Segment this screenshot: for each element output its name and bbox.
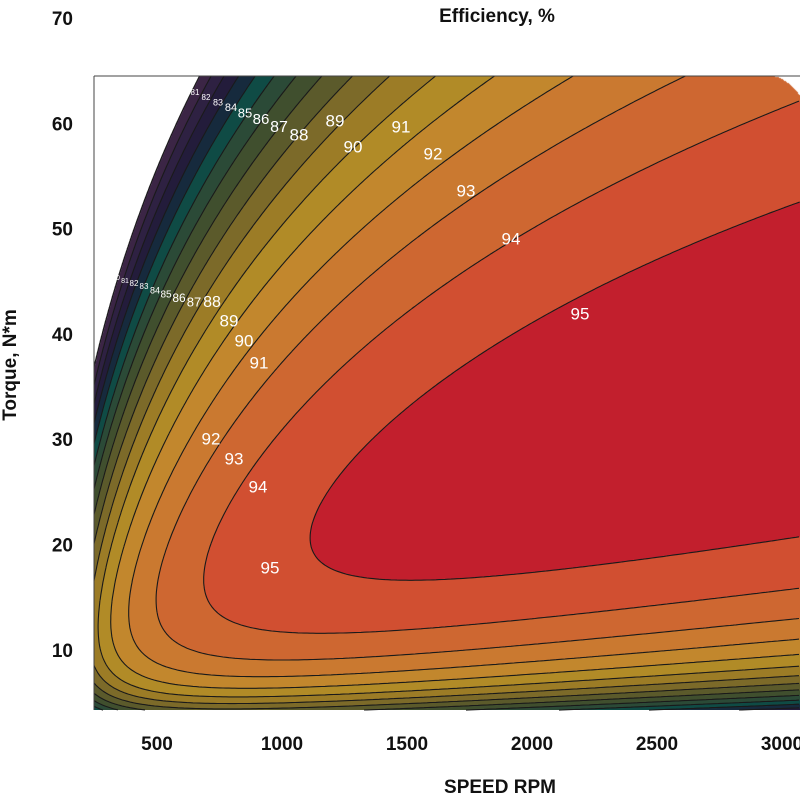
y-tick-label: 70 — [52, 9, 73, 30]
y-tick-label: 60 — [52, 114, 73, 135]
contour-label: 83 — [140, 282, 149, 291]
contour-label: 81 — [121, 278, 129, 285]
y-axis-ticks: 10 20 30 40 50 60 70 — [52, 9, 73, 662]
contour-label: 91 — [250, 353, 269, 372]
contour-label: 92 — [424, 144, 443, 163]
contour-fill — [94, 76, 800, 710]
y-tick-label: 10 — [52, 641, 73, 662]
y-tick-label: 30 — [52, 430, 73, 451]
contour-label: 80 — [180, 83, 189, 92]
x-tick-label: 3000 — [761, 734, 800, 755]
x-tick-label: 500 — [141, 734, 173, 755]
contour-line-86 — [93, 75, 800, 711]
contour-fill-layer — [94, 76, 800, 710]
contour-label: 95 — [571, 304, 590, 323]
y-tick-label: 40 — [52, 325, 73, 346]
x-tick-label: 1000 — [261, 734, 303, 755]
contour-label: 86 — [253, 111, 270, 128]
contour-label: 84 — [225, 102, 237, 114]
contour-label: 93 — [225, 449, 244, 468]
contour-line-88 — [93, 75, 800, 710]
contour-line-80 — [93, 75, 200, 368]
y-tick-label: 20 — [52, 536, 73, 557]
contour-label: 89 — [220, 311, 239, 330]
contour-label: 85 — [238, 105, 252, 120]
chart-title: Efficiency, % — [439, 6, 555, 27]
y-tick-label: 50 — [52, 220, 73, 241]
contour-label: 84 — [150, 285, 160, 295]
contour-line-82 — [93, 75, 225, 404]
contour-label: 93 — [457, 181, 476, 200]
contour-label: 86 — [172, 291, 186, 305]
contour-label: 88 — [203, 294, 221, 311]
contour-line-95 — [309, 201, 800, 581]
contour-label: 94 — [249, 477, 268, 496]
contour-label: 90 — [235, 331, 254, 350]
contour-label: 88 — [290, 125, 309, 144]
contour-line-94 — [203, 100, 800, 634]
contour-label: 95 — [261, 558, 280, 577]
contour-label: 82 — [202, 93, 211, 102]
y-axis-label: Torque, N*m — [0, 309, 21, 421]
x-axis-label: SPEED RPM — [444, 777, 556, 798]
contour-line-83 — [93, 75, 800, 711]
contour-line-84 — [93, 75, 800, 711]
x-tick-label: 1500 — [386, 734, 428, 755]
contour-label: 80 — [112, 275, 120, 282]
contour-line-85 — [93, 75, 800, 711]
contour-label: 90 — [344, 137, 363, 156]
contour-label: 87 — [270, 119, 288, 136]
x-tick-label: 2500 — [636, 734, 678, 755]
contour-label: 85 — [160, 290, 172, 301]
contour-label: 91 — [392, 117, 411, 136]
contour-label: 82 — [130, 279, 139, 288]
contour-label: 92 — [202, 429, 221, 448]
contour-line-90 — [97, 75, 800, 698]
contour-line-93 — [155, 75, 800, 661]
x-tick-label: 2000 — [511, 734, 553, 755]
contour-label: 81 — [191, 88, 200, 97]
contour-label: 87 — [187, 294, 201, 309]
contour-line-81 — [93, 75, 212, 386]
contour-label: 83 — [213, 97, 223, 107]
contour-line-89 — [93, 75, 800, 705]
contour-label: 89 — [326, 111, 345, 130]
contour-label: 94 — [502, 229, 521, 248]
contour-line-92 — [128, 75, 800, 678]
x-axis-ticks: 500 1000 1500 2000 2500 3000 — [141, 734, 800, 755]
contour-line-91 — [110, 75, 800, 689]
